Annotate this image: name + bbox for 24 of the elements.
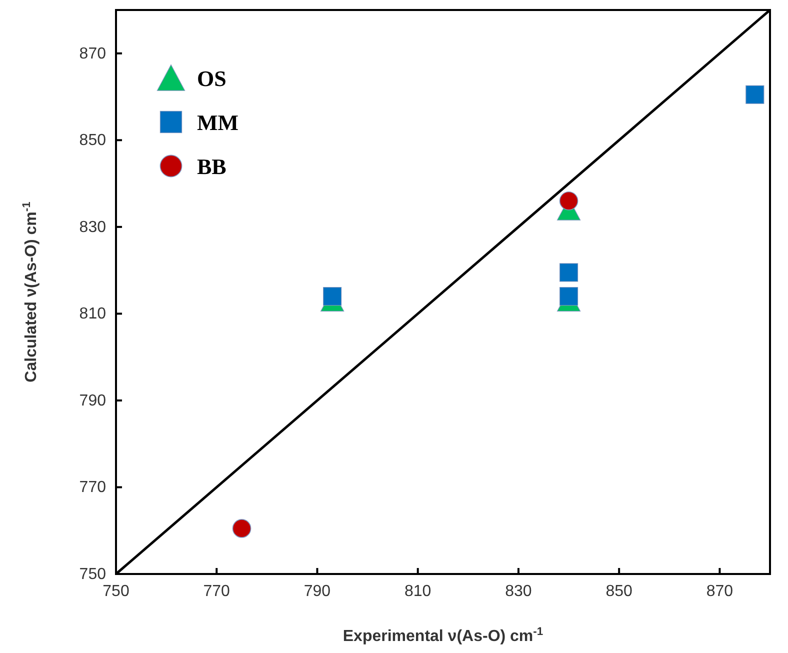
y-tick-label: 850 [79,132,106,150]
x-tick-label: 770 [203,583,230,600]
y-tick-label: 790 [79,392,106,410]
point [232,519,252,538]
x-tick-label: 790 [304,583,331,600]
x-tick-label: 830 [505,583,532,600]
x-tick-label: 850 [606,583,633,600]
point [746,85,764,104]
legend-label: OS [197,66,226,91]
y-tick-label: 810 [79,306,106,323]
x-axis-title: Experimental ν(As-O) cm$^{-1}$ [342,626,544,645]
point [323,287,342,306]
x-tick-label: 750 [102,583,130,600]
point [559,191,578,210]
y-tick-label: 750 [79,566,106,583]
point [559,263,578,282]
y-tick-label: 770 [79,479,106,496]
y-tick-label: 870 [79,45,106,62]
point [559,287,578,306]
y-tick-label: 830 [79,218,106,236]
x-tick-label: 870 [706,583,734,600]
x-tick-label: 810 [404,583,432,600]
legend-label: MM [197,110,239,135]
legend-label: BB [197,154,227,179]
